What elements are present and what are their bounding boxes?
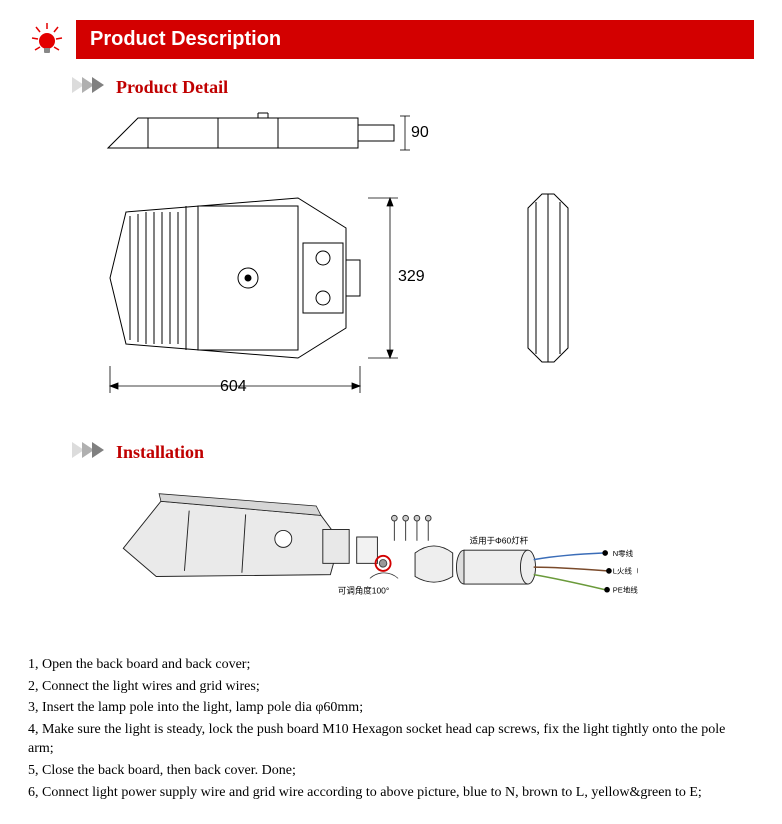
instruction-step: 6, Connect light power supply wire and g… — [28, 783, 754, 803]
lightbulb-icon — [28, 21, 66, 59]
header-bar: Product Description — [28, 20, 754, 59]
pole-label: 适用于Φ60灯杆 — [470, 536, 529, 546]
header-title: Product Description — [76, 20, 754, 59]
installation-label: Installation — [116, 442, 204, 463]
angle-label: 可调角度100° — [338, 585, 389, 595]
instruction-step: 4, Make sure the light is steady, lock t… — [28, 720, 754, 759]
chevron-arrow-icon — [72, 77, 110, 98]
instruction-step: 5, Close the back board, then back cover… — [28, 761, 754, 781]
dim-height-90: 90 — [411, 124, 429, 142]
chevron-arrow-icon — [72, 442, 110, 463]
drawing-end-view — [518, 188, 578, 383]
instruction-step: 1, Open the back board and back cover; — [28, 655, 754, 675]
product-detail-label: Product Detail — [116, 77, 228, 98]
section-installation-head: Installation — [72, 442, 754, 463]
section-product-detail-head: Product Detail — [72, 77, 754, 98]
instruction-step: 2, Connect the light wires and grid wire… — [28, 677, 754, 697]
instruction-step: 3, Insert the lamp pole into the light, … — [28, 698, 754, 718]
drawing-side-view: 90 — [98, 108, 418, 173]
dim-width-604: 604 — [220, 378, 247, 396]
technical-drawings: 90 — [98, 108, 754, 438]
installation-diagram: 可调角度100° 适用于Φ60灯杆 N零线（蓝/白） L火线（棕） PE地线（黄… — [98, 473, 754, 643]
dim-height-329: 329 — [398, 268, 425, 286]
wire-label-pe: PE地线（黄绿） — [613, 585, 638, 595]
drawing-top-view: 604 329 — [98, 188, 418, 433]
wire-label-n: N零线（蓝/白） — [613, 548, 638, 558]
installation-instructions: 1, Open the back board and back cover; 2… — [28, 655, 754, 802]
wire-label-l: L火线（棕） — [613, 566, 638, 576]
